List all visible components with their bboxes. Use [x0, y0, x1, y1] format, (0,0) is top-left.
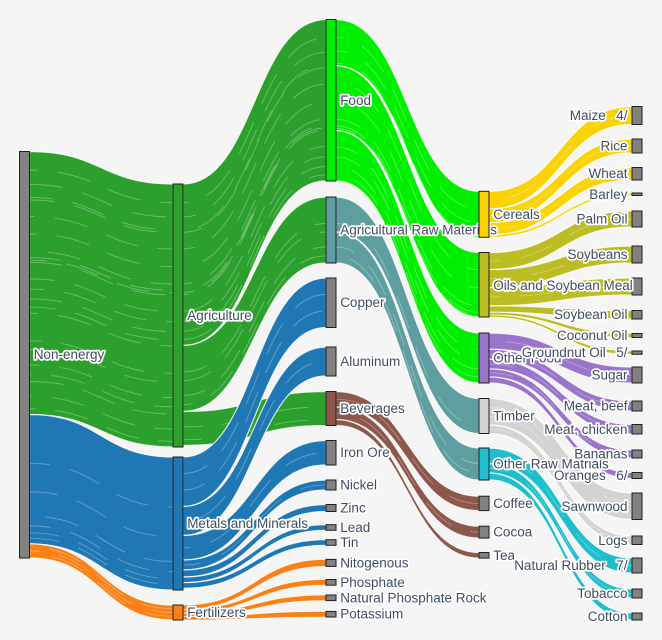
svg-text:Cereals: Cereals: [493, 207, 540, 222]
svg-text:Aluminum: Aluminum: [340, 354, 400, 369]
svg-text:Beverages: Beverages: [340, 401, 405, 416]
svg-text:Sawnwood: Sawnwood: [561, 499, 627, 514]
svg-text:Non-energy: Non-energy: [34, 347, 105, 362]
svg-text:Timber: Timber: [493, 409, 535, 424]
svg-text:Food: Food: [340, 93, 371, 108]
svg-text:Coconut Oil: Coconut Oil: [557, 328, 628, 343]
svg-text:Agricultural Raw Materials: Agricultural Raw Materials: [340, 223, 497, 238]
svg-text:Bananas: Bananas: [574, 447, 628, 462]
svg-text:Fertilizers: Fertilizers: [187, 605, 246, 620]
svg-text:Metals and Minerals: Metals and Minerals: [187, 516, 308, 531]
svg-text:Soybean Oil: Soybean Oil: [554, 307, 628, 322]
svg-text:Natural Phosphate Rock: Natural Phosphate Rock: [340, 590, 487, 605]
svg-text:Natural Rubber 7/: Natural Rubber 7/: [514, 558, 628, 573]
svg-text:Tobacco: Tobacco: [577, 586, 627, 601]
svg-text:Logs: Logs: [598, 533, 628, 548]
svg-text:Lead: Lead: [340, 520, 370, 535]
svg-text:Nitogenous: Nitogenous: [340, 555, 409, 570]
svg-text:Sugar: Sugar: [591, 368, 628, 383]
svg-text:Other Raw Matrials: Other Raw Matrials: [493, 457, 609, 472]
svg-text:Phosphate: Phosphate: [340, 575, 405, 590]
svg-text:Soybeans: Soybeans: [567, 247, 627, 262]
svg-text:Tin: Tin: [340, 535, 358, 550]
svg-text:Palm Oil: Palm Oil: [576, 212, 627, 227]
svg-text:Rice: Rice: [600, 139, 627, 154]
svg-text:Cotton: Cotton: [588, 609, 628, 624]
svg-text:Wheat: Wheat: [588, 166, 627, 181]
svg-text:Maize 4/: Maize 4/: [570, 108, 628, 123]
svg-text:Nickel: Nickel: [340, 478, 377, 493]
svg-text:Agriculture: Agriculture: [187, 308, 252, 323]
svg-text:Meat, beef: Meat, beef: [564, 399, 628, 414]
svg-text:Barley: Barley: [589, 187, 628, 202]
svg-text:Zinc: Zinc: [340, 501, 366, 516]
svg-text:Copper: Copper: [340, 295, 385, 310]
svg-text:Oils and Soybean Meal: Oils and Soybean Meal: [493, 278, 633, 293]
svg-text:Cocoa: Cocoa: [493, 525, 533, 540]
svg-text:Iron Ore: Iron Ore: [340, 445, 390, 460]
svg-text:Groundnut Oil 5/: Groundnut Oil 5/: [522, 345, 628, 360]
svg-text:Meat, chicken: Meat, chicken: [544, 422, 627, 437]
svg-text:Oranges 6/: Oranges 6/: [554, 468, 628, 483]
svg-text:Potassium: Potassium: [340, 607, 403, 622]
svg-text:Coffee: Coffee: [493, 496, 533, 511]
svg-text:Other Food: Other Food: [493, 351, 561, 366]
svg-text:Tea: Tea: [493, 548, 515, 563]
